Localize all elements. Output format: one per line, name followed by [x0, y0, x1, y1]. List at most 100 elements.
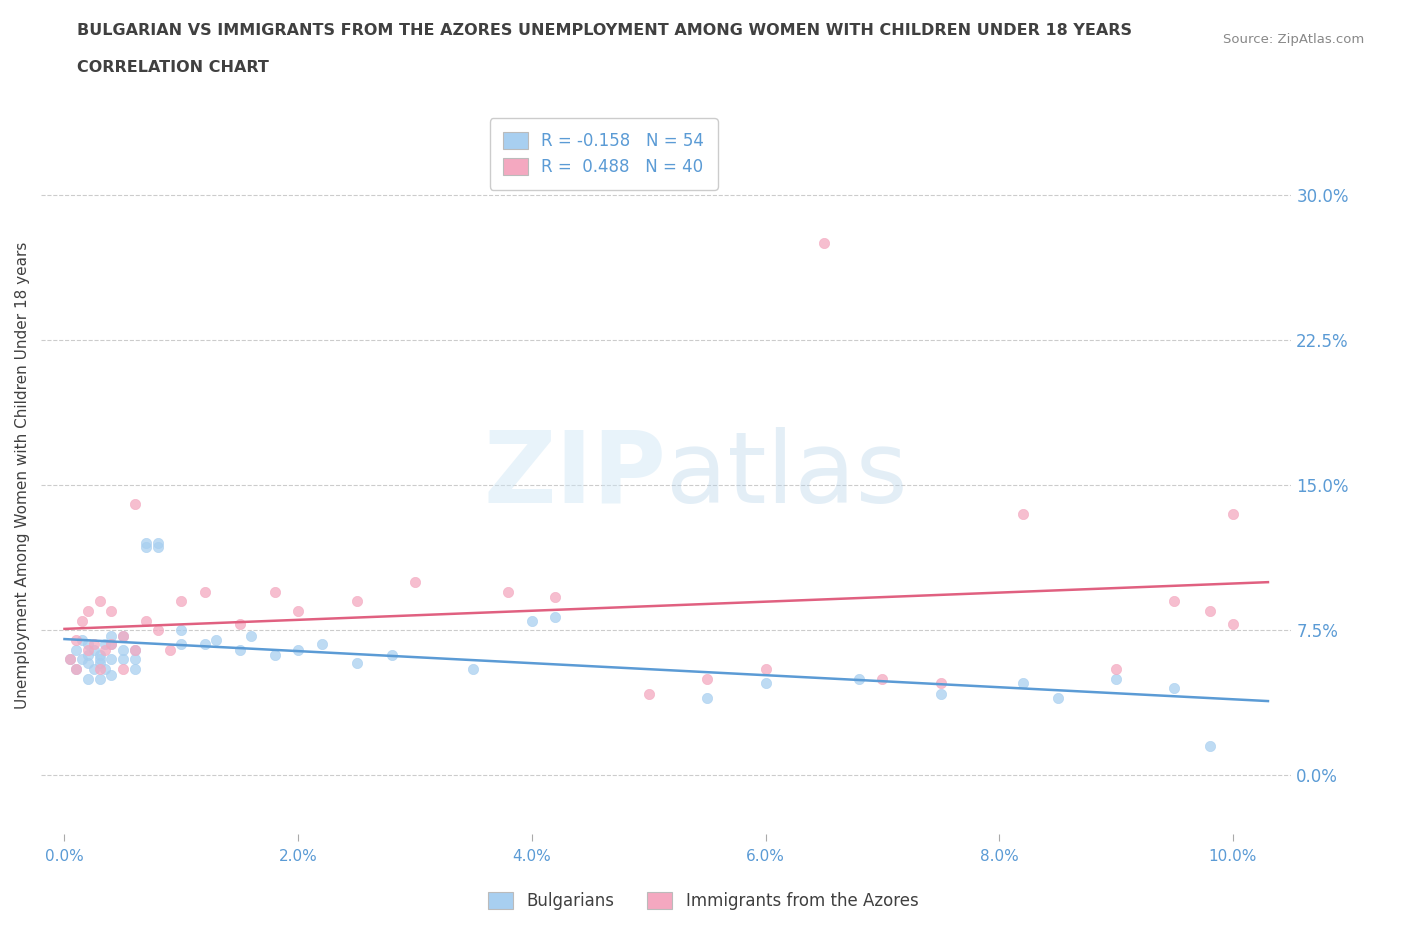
- Point: [94, 636, 117, 651]
- Point: [754, 675, 776, 690]
- Point: [124, 661, 146, 676]
- Point: [111, 661, 134, 676]
- Text: CORRELATION CHART: CORRELATION CHART: [77, 60, 269, 75]
- Text: Source: ZipAtlas.com: Source: ZipAtlas.com: [1223, 33, 1364, 46]
- Point: [124, 497, 146, 512]
- Point: [1105, 661, 1128, 676]
- Point: [848, 671, 870, 686]
- Point: [100, 668, 122, 683]
- Point: [263, 648, 285, 663]
- Point: [70, 613, 93, 628]
- Point: [463, 661, 485, 676]
- Point: [89, 656, 111, 671]
- Point: [83, 636, 105, 651]
- Text: atlas: atlas: [666, 427, 908, 524]
- Legend: Bulgarians, Immigrants from the Azores: Bulgarians, Immigrants from the Azores: [481, 885, 925, 917]
- Point: [1011, 675, 1033, 690]
- Point: [1198, 739, 1220, 754]
- Point: [1222, 507, 1244, 522]
- Point: [754, 661, 776, 676]
- Point: [170, 623, 193, 638]
- Point: [135, 539, 157, 554]
- Point: [76, 656, 98, 671]
- Text: BULGARIAN VS IMMIGRANTS FROM THE AZORES UNEMPLOYMENT AMONG WOMEN WITH CHILDREN U: BULGARIAN VS IMMIGRANTS FROM THE AZORES …: [77, 23, 1132, 38]
- Point: [111, 643, 134, 658]
- Point: [65, 661, 87, 676]
- Point: [76, 636, 98, 651]
- Point: [696, 691, 718, 706]
- Point: [194, 636, 217, 651]
- Point: [100, 636, 122, 651]
- Point: [70, 652, 93, 667]
- Point: [1222, 618, 1244, 632]
- Point: [381, 648, 404, 663]
- Point: [76, 671, 98, 686]
- Point: [872, 671, 894, 686]
- Point: [1105, 671, 1128, 686]
- Point: [929, 686, 952, 701]
- Point: [94, 643, 117, 658]
- Point: [124, 643, 146, 658]
- Point: [65, 643, 87, 658]
- Point: [287, 643, 309, 658]
- Point: [100, 629, 122, 644]
- Text: ZIP: ZIP: [484, 427, 666, 524]
- Legend: R = -0.158   N = 54, R =  0.488   N = 40: R = -0.158 N = 54, R = 0.488 N = 40: [489, 118, 717, 190]
- Point: [1011, 507, 1033, 522]
- Point: [1163, 681, 1185, 696]
- Point: [94, 661, 117, 676]
- Point: [111, 629, 134, 644]
- Point: [83, 643, 105, 658]
- Point: [100, 636, 122, 651]
- Point: [146, 539, 169, 554]
- Point: [146, 623, 169, 638]
- Point: [89, 671, 111, 686]
- Point: [1198, 604, 1220, 618]
- Point: [89, 594, 111, 609]
- Point: [170, 594, 193, 609]
- Point: [111, 652, 134, 667]
- Point: [170, 636, 193, 651]
- Point: [135, 613, 157, 628]
- Point: [59, 652, 82, 667]
- Point: [124, 652, 146, 667]
- Point: [135, 536, 157, 551]
- Point: [205, 632, 228, 647]
- Point: [59, 652, 82, 667]
- Point: [70, 632, 93, 647]
- Point: [194, 584, 217, 599]
- Point: [89, 652, 111, 667]
- Point: [346, 656, 368, 671]
- Point: [100, 652, 122, 667]
- Point: [83, 661, 105, 676]
- Point: [520, 613, 543, 628]
- Point: [498, 584, 520, 599]
- Point: [159, 643, 181, 658]
- Point: [1163, 594, 1185, 609]
- Point: [813, 235, 835, 250]
- Point: [263, 584, 285, 599]
- Point: [76, 648, 98, 663]
- Point: [229, 618, 252, 632]
- Point: [89, 648, 111, 663]
- Point: [124, 643, 146, 658]
- Point: [65, 632, 87, 647]
- Point: [544, 590, 567, 604]
- Point: [287, 604, 309, 618]
- Point: [100, 604, 122, 618]
- Point: [1046, 691, 1069, 706]
- Point: [76, 604, 98, 618]
- Point: [65, 661, 87, 676]
- Point: [696, 671, 718, 686]
- Point: [229, 643, 252, 658]
- Point: [89, 661, 111, 676]
- Y-axis label: Unemployment Among Women with Children Under 18 years: Unemployment Among Women with Children U…: [15, 242, 30, 709]
- Point: [76, 643, 98, 658]
- Point: [240, 629, 263, 644]
- Point: [404, 575, 426, 590]
- Point: [637, 686, 659, 701]
- Point: [111, 629, 134, 644]
- Point: [544, 609, 567, 624]
- Point: [311, 636, 333, 651]
- Point: [929, 675, 952, 690]
